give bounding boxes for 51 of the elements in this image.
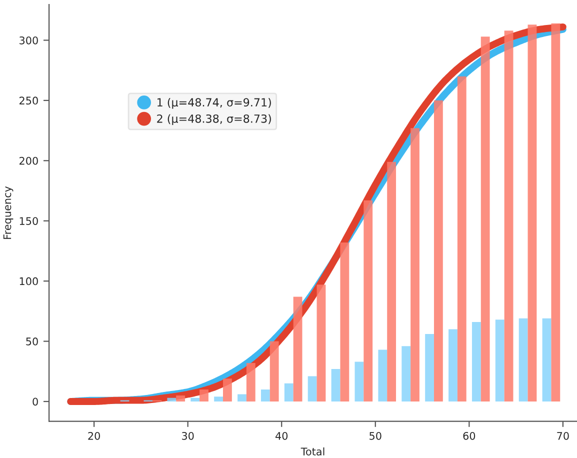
y-tick-label: 150 (20, 217, 38, 225)
bar (200, 389, 208, 402)
bar (176, 395, 186, 402)
y-tick-label: 250 (20, 96, 38, 105)
y-tick-label: 300 (20, 36, 38, 44)
bar (308, 376, 317, 402)
bar (246, 362, 256, 402)
bar (542, 318, 552, 402)
bar (528, 24, 537, 402)
bar (480, 36, 490, 402)
bar (457, 76, 466, 402)
x-tick-label: 70 (557, 432, 569, 440)
bar (387, 162, 396, 402)
legend-label: 1 (μ=48.74, σ=9.71) (158, 98, 271, 109)
y-tick-label: 0 (32, 398, 38, 406)
bar (354, 362, 364, 402)
x-tick-label: 60 (463, 432, 476, 440)
y-axis-title: Frequency (3, 186, 14, 239)
bar (284, 383, 294, 402)
bar (434, 100, 443, 402)
bar (551, 23, 560, 402)
bar (364, 200, 373, 402)
bar (495, 320, 504, 402)
x-tick-label: 40 (275, 432, 288, 440)
x-tick-label: 20 (88, 432, 100, 440)
legend-label: 2 (μ=48.38, σ=8.73) (157, 114, 271, 125)
x-tick-label: 50 (370, 432, 382, 440)
bar (167, 398, 176, 402)
bar (260, 389, 270, 402)
bar (410, 128, 420, 402)
bar (518, 318, 528, 402)
bar (190, 398, 200, 402)
bar (270, 341, 279, 402)
bar (472, 322, 481, 402)
y-tick-label: 100 (20, 277, 38, 286)
bar (214, 396, 223, 402)
bar (293, 296, 302, 402)
x-axis-title: Total (300, 447, 324, 456)
bar (340, 242, 350, 402)
y-tick-label: 200 (20, 156, 38, 165)
bar (223, 378, 232, 402)
bar (504, 30, 514, 402)
bar (378, 350, 388, 402)
bar (448, 329, 458, 402)
bar (238, 394, 246, 402)
x-tick-label: 30 (182, 432, 194, 440)
y-tick-label: 50 (26, 338, 38, 346)
bar (402, 346, 411, 402)
bar (425, 334, 434, 402)
bar (316, 284, 326, 402)
bar (331, 368, 340, 402)
